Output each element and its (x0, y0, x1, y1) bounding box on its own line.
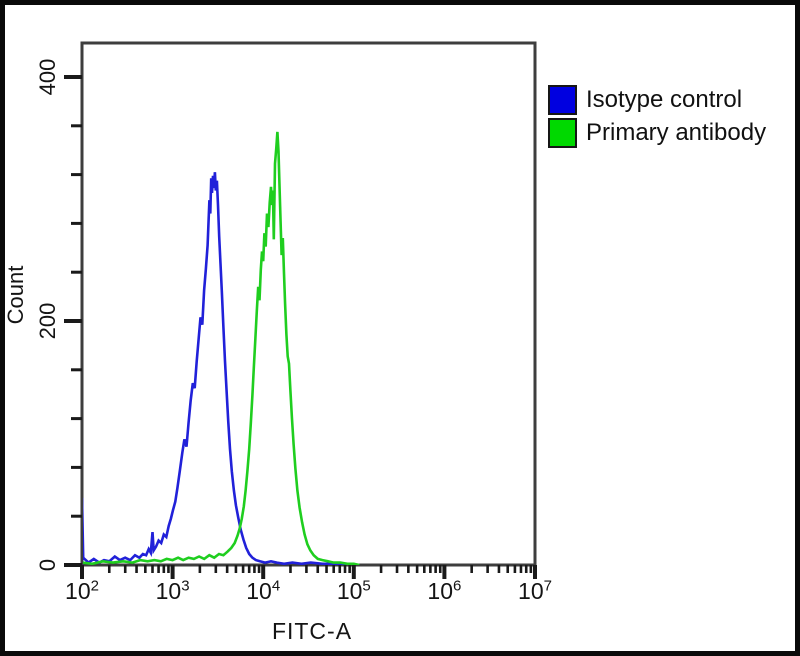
legend-label-primary-antibody: Primary antibody (586, 119, 767, 146)
legend-item-primary-antibody: Primary antibody (548, 118, 766, 148)
legend: Isotype control Primary antibody (548, 85, 766, 148)
primary-antibody-curve (83, 131, 360, 565)
legend-item-isotype-control: Isotype control (548, 85, 766, 115)
y-tick-label-400: 400 (35, 58, 60, 96)
isotype-control-curve (83, 172, 355, 565)
y-tick-label-200: 200 (35, 302, 60, 340)
plot-svg (64, 41, 537, 579)
x-tick-label-10e7: 107 (518, 577, 552, 604)
x-tick-label-10e6: 106 (427, 577, 462, 604)
y-axis-title: Count (3, 265, 28, 325)
plot-frame (80, 41, 537, 567)
isotype-control-swatch-icon (548, 85, 577, 115)
x-tick-label-10e2: 102 (65, 577, 99, 604)
primary-antibody-swatch-icon (548, 118, 577, 148)
legend-label-isotype-control: Isotype control (586, 86, 743, 113)
y-tick-label-0: 0 (35, 558, 60, 572)
x-tick-label-10e3: 103 (155, 577, 190, 604)
x-tick-label-10e5: 105 (336, 577, 371, 604)
x-tick-label-10e4: 104 (246, 577, 281, 604)
x-axis-title: FITC-A (271, 618, 353, 644)
